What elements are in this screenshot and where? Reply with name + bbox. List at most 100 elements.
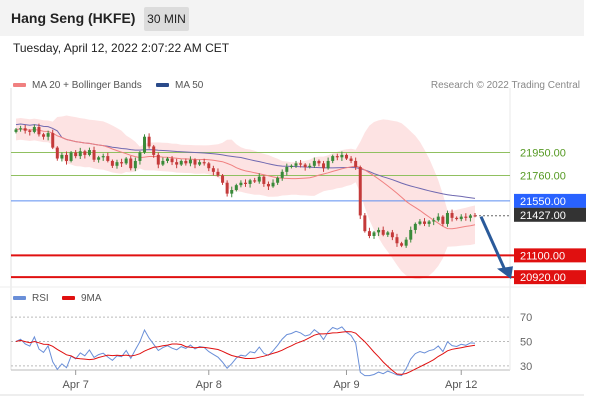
interval-button[interactable]: 30 MIN: [144, 7, 189, 31]
candle-body: [170, 158, 174, 163]
timestamp: Tuesday, April 12, 2022 2:07:22 AM CET: [13, 41, 230, 55]
candle-body: [51, 133, 55, 148]
candle-body: [459, 216, 463, 220]
candle-body: [165, 158, 169, 161]
candle-body: [97, 157, 101, 160]
level-label: 21100.00: [520, 250, 565, 262]
legend-9ma-label: 9MA: [81, 293, 102, 304]
candle-body: [377, 229, 381, 233]
candle-body: [276, 177, 280, 183]
candle-body: [354, 160, 358, 167]
candle-body: [423, 221, 427, 224]
instrument-title: Hang Seng (HKFE): [11, 10, 136, 26]
candle-body: [110, 160, 114, 166]
candle-body: [225, 182, 229, 194]
legend-rsi: RSI: [13, 293, 49, 304]
candle-body: [367, 231, 371, 236]
candle-body: [198, 162, 202, 165]
candle-body: [344, 154, 348, 159]
level-label-bg: [514, 248, 586, 263]
candle-body: [280, 171, 284, 178]
level-label: 21427.00: [520, 210, 566, 222]
rsi-swatch: [13, 296, 26, 301]
candle-body: [202, 162, 206, 164]
candle-body: [175, 162, 179, 165]
x-tick-label: Apr 12: [445, 379, 477, 391]
ma20-swatch: [13, 83, 26, 88]
candle-body: [285, 167, 289, 172]
candle-body: [308, 165, 312, 167]
candle-body: [60, 154, 64, 159]
candle-body: [106, 156, 110, 161]
candle-body: [317, 160, 321, 164]
candle-body: [312, 160, 316, 166]
candle-body: [432, 220, 436, 222]
candle-body: [289, 165, 293, 167]
candle-body: [340, 154, 344, 158]
candle-body: [358, 167, 362, 216]
candle-body: [207, 163, 211, 169]
candle-body: [303, 164, 307, 167]
candles: [14, 123, 477, 248]
rsi-tick-label: 50: [520, 337, 532, 349]
candle-body: [299, 163, 303, 165]
legend-ma20-label: MA 20 + Bollinger Bands: [32, 80, 142, 91]
candle-body: [271, 182, 275, 187]
candle-body: [161, 160, 165, 165]
candle-body: [413, 223, 417, 230]
candle-body: [156, 154, 160, 165]
legend-ma20-bb: MA 20 + Bollinger Bands: [13, 80, 142, 91]
legend-rsi-label: RSI: [32, 293, 49, 304]
candle-body: [37, 127, 41, 135]
candle-body: [404, 239, 408, 246]
level-label: 21760.00: [520, 170, 566, 182]
candle-body: [331, 156, 335, 161]
candle-body: [42, 134, 46, 137]
candle-body: [427, 221, 431, 224]
candle-body: [23, 128, 27, 131]
candle-body: [147, 136, 151, 147]
candle-body: [78, 151, 82, 157]
candle-body: [395, 237, 399, 244]
projection-arrowhead: [497, 266, 513, 279]
candle-body: [83, 151, 87, 155]
level-label-bg: [514, 207, 586, 222]
credit-text: Research © 2022 Trading Central: [430, 80, 580, 91]
candle-body: [294, 163, 298, 166]
x-tick-label: Apr 7: [63, 379, 89, 391]
level-label: 21550.00: [520, 196, 566, 208]
candle-body: [152, 146, 156, 155]
candle-body: [262, 176, 266, 184]
candle-body: [445, 213, 449, 224]
candle-body: [381, 229, 385, 235]
level-label-bg: [514, 270, 586, 285]
chart-header: Hang Seng (HKFE) 30 MIN: [0, 0, 584, 36]
candle-body: [28, 130, 32, 132]
candle-body: [468, 215, 472, 218]
candle-body: [349, 158, 353, 161]
candle-body: [257, 176, 261, 182]
candle-body: [363, 215, 367, 232]
projection-arrow: [479, 216, 508, 273]
candle-body: [418, 221, 422, 224]
candle-body: [69, 152, 73, 161]
candle-body: [455, 217, 459, 220]
candle-body: [230, 190, 234, 194]
level-label: 21950.00: [520, 147, 566, 159]
candle-body: [239, 182, 243, 186]
candle-body: [211, 168, 215, 172]
candle-body: [322, 163, 326, 169]
candle-body: [386, 232, 390, 235]
candle-body: [133, 160, 137, 169]
candle-body: [390, 232, 394, 238]
rsi-ma-line: [15, 331, 476, 375]
candle-body: [253, 180, 257, 182]
candle-body: [124, 158, 128, 164]
rsi-line: [15, 326, 476, 377]
rsi-tick-label: 70: [520, 312, 532, 324]
candle-body: [464, 216, 468, 218]
legend-ma50: MA 50: [156, 80, 203, 91]
ma50-swatch: [156, 83, 169, 88]
candle-body: [64, 154, 68, 161]
